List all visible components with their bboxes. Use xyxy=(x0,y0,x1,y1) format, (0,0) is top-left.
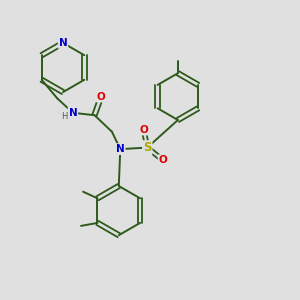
Text: O: O xyxy=(97,92,106,102)
Text: N: N xyxy=(68,108,77,118)
Text: O: O xyxy=(158,155,167,165)
Text: N: N xyxy=(58,38,68,48)
Text: S: S xyxy=(143,141,152,154)
Text: N: N xyxy=(116,144,125,154)
Text: O: O xyxy=(139,124,148,135)
Text: H: H xyxy=(61,112,68,121)
